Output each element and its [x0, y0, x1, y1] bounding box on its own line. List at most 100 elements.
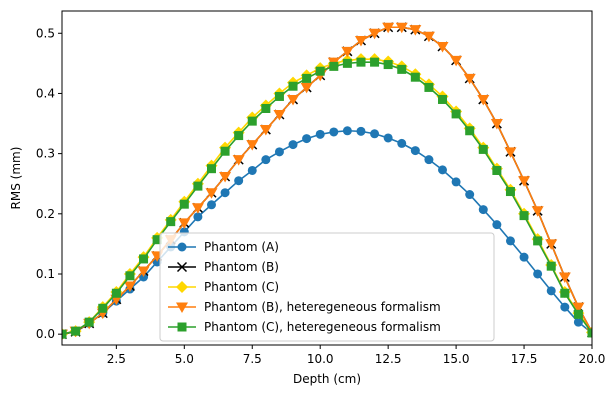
marker: [288, 140, 298, 150]
marker: [546, 286, 556, 296]
legend-label: Phantom (B), heteregeneous formalism: [204, 300, 441, 314]
marker: [329, 61, 339, 71]
legend-label: Phantom (A): [204, 240, 279, 254]
legend-marker: [177, 322, 187, 332]
marker: [504, 147, 517, 158]
marker: [342, 58, 352, 68]
axes-frame: [61, 10, 593, 346]
x-tick-label: 12.5: [375, 352, 402, 366]
y-tick-label: 0.4: [36, 86, 55, 100]
marker: [261, 103, 271, 113]
marker: [191, 203, 204, 214]
marker: [247, 165, 257, 175]
marker: [261, 155, 271, 165]
marker: [531, 206, 544, 217]
x-axis-label: Depth (cm): [293, 372, 361, 386]
marker: [274, 147, 284, 157]
marker: [219, 171, 232, 183]
marker: [424, 155, 434, 165]
marker: [438, 94, 448, 104]
marker: [166, 217, 176, 227]
marker: [409, 25, 422, 36]
marker: [342, 126, 352, 136]
marker: [505, 187, 515, 197]
legend-box: [159, 232, 495, 342]
marker: [463, 73, 476, 85]
x-tick-label: 2.5: [107, 352, 126, 366]
marker: [205, 188, 218, 199]
marker: [206, 200, 216, 210]
marker: [558, 272, 571, 283]
legend-marker: [176, 281, 188, 293]
marker: [273, 110, 286, 121]
marker: [246, 140, 259, 151]
marker: [410, 72, 420, 82]
marker: [477, 94, 490, 106]
marker: [193, 212, 203, 222]
y-tick-label: 0.5: [36, 26, 55, 40]
legend-marker: [177, 242, 187, 252]
marker: [274, 91, 284, 101]
marker: [288, 81, 298, 91]
marker: [193, 181, 203, 191]
marker: [383, 133, 393, 143]
marker: [232, 155, 245, 166]
marker: [152, 257, 162, 267]
marker: [341, 46, 354, 58]
marker: [356, 126, 366, 136]
marker: [560, 302, 570, 312]
y-axis-label: RMS (mm): [9, 147, 23, 210]
marker: [315, 129, 325, 139]
marker: [220, 146, 230, 156]
marker: [422, 31, 435, 43]
legend-label: Phantom (C), heteregeneous formalism: [204, 320, 441, 334]
marker: [315, 66, 325, 76]
marker: [152, 235, 162, 245]
marker: [111, 288, 121, 298]
marker: [234, 131, 244, 141]
marker: [519, 211, 529, 221]
marker: [287, 94, 300, 106]
x-tick-label: 17.5: [511, 352, 538, 366]
marker: [545, 239, 558, 250]
series-line: [62, 61, 592, 335]
marker: [533, 236, 543, 246]
series-line: [62, 129, 592, 335]
marker: [395, 22, 408, 34]
marker: [234, 176, 244, 186]
legend-label: Phantom (B): [204, 260, 279, 274]
y-tick-label: 0.0: [36, 327, 55, 341]
marker: [572, 302, 585, 314]
marker: [302, 134, 312, 144]
marker: [329, 127, 339, 137]
marker: [451, 177, 461, 187]
plot-area: [62, 22, 592, 341]
marker: [123, 281, 136, 293]
marker: [137, 266, 150, 277]
x-tick-label: 15.0: [443, 352, 470, 366]
marker: [356, 57, 366, 67]
legend-marker: [176, 261, 188, 273]
marker: [518, 176, 531, 187]
legend-marker: [176, 302, 188, 313]
marker: [220, 188, 230, 198]
x-tick-label: 5.0: [175, 352, 194, 366]
y-tick-label: 0.1: [36, 267, 55, 281]
y-tick-label: 0.2: [36, 207, 55, 221]
marker: [368, 28, 381, 40]
marker: [139, 272, 149, 282]
marker: [179, 199, 189, 209]
marker: [178, 218, 191, 229]
marker: [410, 146, 420, 156]
marker: [370, 129, 380, 139]
marker: [465, 190, 475, 200]
marker: [424, 82, 434, 92]
marker: [450, 55, 463, 67]
marker: [397, 64, 407, 74]
marker: [383, 60, 393, 70]
marker: [125, 271, 135, 281]
marker: [98, 303, 108, 313]
marker: [492, 220, 502, 230]
x-tick-label: 7.5: [243, 352, 262, 366]
